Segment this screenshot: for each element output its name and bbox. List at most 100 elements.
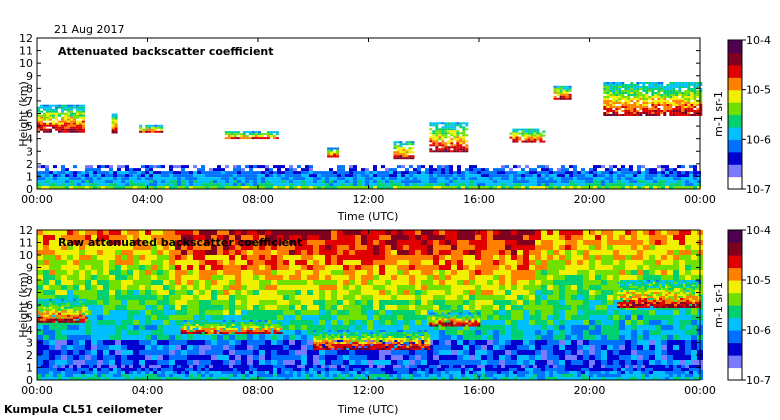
heatmap-cell [199,245,205,250]
heatmap-cell [501,168,505,172]
heatmap-cell [79,270,85,275]
heatmap-cell [601,186,605,190]
heatmap-cell [409,315,415,320]
heatmap-cell [336,155,340,158]
heatmap-cell [295,325,301,330]
heatmap-cell [669,84,673,86]
heatmap-cell [660,104,664,106]
heatmap-cell [37,174,41,178]
heatmap-cell [235,310,241,315]
heatmap-cell [499,305,505,310]
heatmap-cell [175,305,181,310]
heatmap-cell [377,171,381,175]
heatmap-cell [535,255,541,260]
heatmap-cell [313,360,319,365]
heatmap-cell [229,345,235,350]
heatmap-cell [450,122,454,125]
heatmap-cell [127,300,133,305]
heatmap-cell [151,275,157,280]
heatmap-cell [497,186,501,190]
heatmap-cell [199,270,205,275]
heatmap-cell [385,300,391,305]
heatmap-cell [403,245,409,250]
heatmap-cell [617,171,621,175]
heatmap-cell [271,360,277,365]
heatmap-cell [337,295,343,300]
heatmap-cell [541,300,547,305]
heatmap-cell [535,250,541,255]
heatmap-cell [263,133,267,136]
heatmap-cell [379,290,385,295]
heatmap-cell [457,330,463,335]
attenuated-backscatter-panel: Attenuated backscatter coefficient 01234… [17,32,771,223]
heatmap-cell [497,168,501,172]
heatmap-cell [241,168,245,172]
heatmap-cell [565,93,569,96]
heatmap-cell [663,90,667,92]
heatmap-cell [469,340,475,345]
heatmap-cell [40,116,43,119]
heatmap-cell [665,183,669,187]
heatmap-cell [43,124,46,127]
heatmap-cell [475,230,481,235]
heatmap-cell [451,230,457,235]
heatmap-cell [445,300,451,305]
heatmap-cell [481,235,487,240]
heatmap-cell [403,305,409,310]
heatmap-cell [313,300,319,305]
heatmap-cell [139,265,145,270]
heatmap-cell [269,174,273,178]
heatmap-cell [67,230,73,235]
heatmap-cell [511,255,517,260]
heatmap-cell [541,245,547,250]
heatmap-cell [485,183,489,187]
heatmap-cell [157,180,161,184]
heatmap-cell [307,305,313,310]
heatmap-cell [265,335,271,340]
heatmap-cell [369,171,373,175]
heatmap-cell [637,171,641,175]
heatmap-cell [618,108,622,110]
heatmap-cell [230,133,234,136]
heatmap-cell [265,186,269,190]
heatmap-cell [487,310,493,315]
heatmap-cell [465,186,469,190]
heatmap-cell [513,174,517,178]
heatmap-cell [661,186,665,190]
heatmap-cell [121,180,125,184]
heatmap-cell [493,230,499,235]
heatmap-cell [411,143,415,146]
heatmap-cell [493,186,497,190]
heatmap-cell [217,186,221,190]
heatmap-cell [325,355,331,360]
heatmap-cell [663,112,667,114]
heatmap-cell [629,165,633,169]
heatmap-cell [289,310,295,315]
heatmap-cell [133,260,139,265]
heatmap-cell [367,230,373,235]
heatmap-cell [49,335,55,340]
heatmap-cell [603,106,607,108]
heatmap-cell [325,183,329,187]
heatmap-cell [438,134,442,137]
heatmap-cell [415,235,421,240]
heatmap-cell [217,340,223,345]
heatmap-cell [697,174,701,178]
heatmap-cell [125,165,129,169]
heatmap-cell [630,82,634,84]
heatmap-cell [79,130,82,133]
heatmap-cell [577,180,581,184]
heatmap-cell [313,230,319,235]
heatmap-cell [651,88,655,90]
heatmap-cell [265,168,269,172]
heatmap-cell [235,275,241,280]
heatmap-cell [145,325,151,330]
heatmap-cell [157,345,163,350]
heatmap-cell [125,183,129,187]
raw-attenuated-backscatter-panel: Raw attenuated backscatter coefficient 0… [17,224,771,416]
heatmap-cell [175,300,181,305]
heatmap-cell [367,280,373,285]
heatmap-cell [473,174,477,178]
heatmap-cell [259,270,265,275]
heatmap-cell [73,285,79,290]
